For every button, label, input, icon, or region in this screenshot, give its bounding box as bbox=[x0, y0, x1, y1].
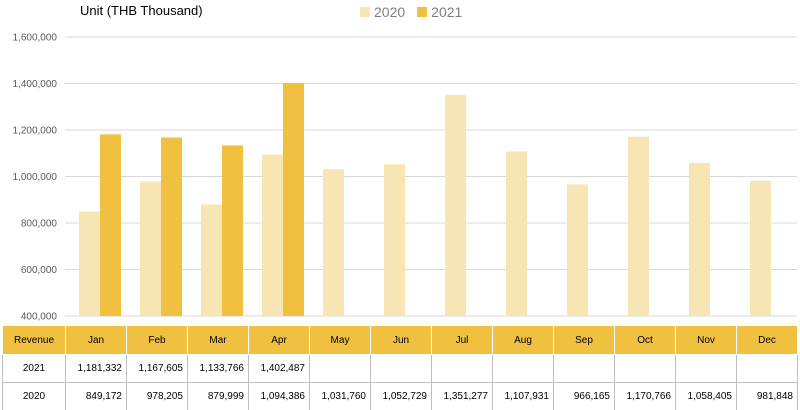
table-header-cell: Jul bbox=[431, 325, 493, 355]
table-cell: 966,165 bbox=[553, 382, 615, 410]
table-header-cell: Nov bbox=[675, 325, 737, 355]
table-header-cell: Dec bbox=[736, 325, 798, 355]
table-cell: 1,402,487 bbox=[248, 354, 310, 383]
table-cell bbox=[492, 354, 554, 383]
bar-2020-oct bbox=[628, 136, 649, 316]
legend-label-2021: 2021 bbox=[431, 4, 463, 20]
legend-item-2020: 2020 bbox=[360, 4, 405, 20]
y-tick-label: 1,200,000 bbox=[13, 126, 58, 137]
table-cell bbox=[553, 354, 615, 383]
table-header-cell: Mar bbox=[187, 325, 249, 355]
y-tick-label: 1,400,000 bbox=[13, 79, 58, 90]
table-cell: 849,172 bbox=[65, 382, 127, 410]
table-row: 2020 849,172 978,205 879,999 1,094,386 1,031,… bbox=[2, 382, 798, 410]
bar-2020-mar bbox=[201, 204, 222, 316]
table-header-row: Revenue Jan Feb Mar Apr May Jun Jul Aug Sep Oct Nov… bbox=[2, 325, 798, 355]
table-cell bbox=[309, 354, 371, 383]
bar-2021-feb bbox=[161, 137, 182, 316]
revenue-bar-chart: 400,000 600,000 800,000 1,000,000 1,200,000 1… bbox=[13, 33, 797, 323]
bar-2020-dec bbox=[750, 180, 771, 316]
table-cell: 978,205 bbox=[126, 382, 188, 410]
table-header-cell: Feb bbox=[126, 325, 188, 355]
table-row-label: 2021 bbox=[2, 354, 66, 383]
bar-2020-jan bbox=[79, 211, 100, 316]
y-tick-label: 1,000,000 bbox=[13, 172, 58, 183]
legend-swatch-2020 bbox=[360, 7, 370, 17]
bar-2021-jan bbox=[100, 134, 121, 316]
y-tick-label: 800,000 bbox=[21, 219, 58, 230]
table-header-cell: Apr bbox=[248, 325, 310, 355]
table-header-cell: Oct bbox=[614, 325, 676, 355]
legend-item-2021: 2021 bbox=[417, 4, 462, 20]
revenue-table: Revenue Jan Feb Mar Apr May Jun Jul Aug Sep Oct Nov… bbox=[2, 325, 798, 410]
bar-2020-jul bbox=[445, 94, 466, 316]
table-cell: 981,848 bbox=[736, 382, 798, 410]
table-cell: 1,031,760 bbox=[309, 382, 371, 410]
bar-2020-sep bbox=[567, 184, 588, 316]
table-cell: 1,107,931 bbox=[492, 382, 554, 410]
y-tick-label: 1,600,000 bbox=[13, 33, 58, 44]
table-cell: 1,181,332 bbox=[65, 354, 127, 383]
chart-legend: 2020 2021 bbox=[360, 4, 474, 20]
table-cell: 1,052,729 bbox=[370, 382, 432, 410]
table-cell: 1,094,386 bbox=[248, 382, 310, 410]
table-cell bbox=[370, 354, 432, 383]
table-cell: 1,351,277 bbox=[431, 382, 493, 410]
table-header-cell: Aug bbox=[492, 325, 554, 355]
unit-label: Unit (THB Thousand) bbox=[80, 3, 203, 18]
y-tick-label: 600,000 bbox=[21, 265, 58, 276]
bar-2020-may bbox=[323, 169, 344, 316]
table-header-cell: May bbox=[309, 325, 371, 355]
table-cell bbox=[614, 354, 676, 383]
table-cell bbox=[431, 354, 493, 383]
table-row-label: 2020 bbox=[2, 382, 66, 410]
table-row: 2021 1,181,332 1,167,605 1,133,766 1,402,487 bbox=[2, 354, 798, 383]
table-cell bbox=[675, 354, 737, 383]
bar-2020-feb bbox=[140, 181, 161, 316]
table-cell: 1,058,405 bbox=[675, 382, 737, 410]
table-header-cell: Jun bbox=[370, 325, 432, 355]
table-cell: 1,170,766 bbox=[614, 382, 676, 410]
table-header-cell: Jan bbox=[65, 325, 127, 355]
y-tick-label: 400,000 bbox=[21, 312, 58, 323]
table-header-cell: Revenue bbox=[2, 325, 66, 355]
legend-swatch-2021 bbox=[417, 7, 428, 17]
bar-2021-apr bbox=[283, 82, 304, 316]
bar-2020-jun bbox=[384, 164, 405, 316]
table-header-cell: Sep bbox=[553, 325, 615, 355]
bar-2020-aug bbox=[506, 151, 527, 316]
table-cell: 1,133,766 bbox=[187, 354, 249, 383]
table-cell: 1,167,605 bbox=[126, 354, 188, 383]
bar-2021-mar bbox=[222, 145, 243, 316]
bar-2020-apr bbox=[262, 154, 283, 316]
legend-label-2020: 2020 bbox=[374, 4, 406, 20]
bar-2020-nov bbox=[689, 162, 710, 316]
table-cell bbox=[736, 354, 798, 383]
table-cell: 879,999 bbox=[187, 382, 249, 410]
